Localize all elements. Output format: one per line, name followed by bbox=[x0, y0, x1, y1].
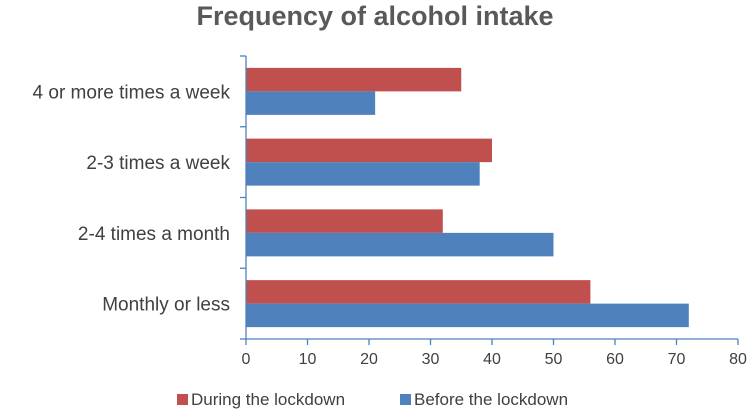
x-tick-label: 30 bbox=[422, 351, 440, 368]
bars-group bbox=[246, 67, 689, 328]
bar-during-1 bbox=[246, 138, 492, 163]
bar-before-1 bbox=[246, 162, 480, 186]
x-tick-label: 80 bbox=[729, 351, 747, 368]
x-tick-label: 70 bbox=[668, 351, 686, 368]
category-label: 4 or more times a week bbox=[33, 82, 231, 103]
category-label: 2-3 times a week bbox=[86, 153, 230, 174]
legend-label-during: During the lockdown bbox=[191, 390, 345, 409]
axes-group bbox=[240, 55, 739, 345]
bar-during-3 bbox=[246, 280, 591, 304]
x-tick-label: 10 bbox=[299, 351, 317, 368]
category-labels: 4 or more times a week 2-3 times a week 2-… bbox=[33, 82, 231, 315]
legend-label-before: Before the lockdown bbox=[414, 390, 568, 409]
chart-title: Frequency of alcohol intake bbox=[196, 1, 553, 31]
legend-swatch-before bbox=[400, 394, 411, 405]
bar-during-0 bbox=[246, 67, 462, 92]
x-tick-labels: 0 10 20 30 40 50 60 70 80 bbox=[242, 351, 747, 368]
bar-before-3 bbox=[246, 303, 689, 328]
bar-before-2 bbox=[246, 232, 554, 257]
x-tick-label: 60 bbox=[606, 351, 624, 368]
x-tick-label: 40 bbox=[483, 351, 501, 368]
category-label: 2-4 times a month bbox=[78, 224, 230, 245]
bar-during-2 bbox=[246, 209, 443, 233]
x-tick-label: 20 bbox=[360, 351, 378, 368]
legend-swatch-during bbox=[177, 394, 188, 405]
x-tick-label: 50 bbox=[545, 351, 563, 368]
category-label: Monthly or less bbox=[102, 295, 230, 316]
x-tick-label: 0 bbox=[242, 351, 251, 368]
bar-before-0 bbox=[246, 91, 376, 115]
legend: During the lockdown Before the lockdown bbox=[177, 390, 568, 409]
